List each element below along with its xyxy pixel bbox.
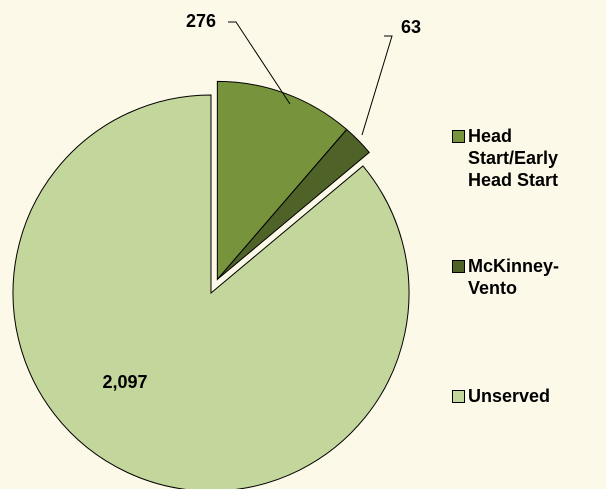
legend-label: Unserved <box>468 386 551 406</box>
legend-item: Unserved <box>452 385 582 407</box>
legend-item: Head Start/Early Head Start <box>452 125 582 191</box>
legend-label: Head Start/Early Head Start <box>468 126 559 190</box>
pie-slice <box>216 80 348 281</box>
leader-line <box>361 35 393 136</box>
legend-item: McKinney-Vento <box>452 255 582 299</box>
data-label: 276 <box>186 11 216 31</box>
legend-swatch <box>452 390 465 403</box>
leader-line <box>228 21 291 105</box>
pie-slice <box>12 94 410 489</box>
legend-label: McKinney-Vento <box>468 256 560 298</box>
data-label: 2,097 <box>102 372 147 392</box>
legend-swatch <box>452 260 465 273</box>
pie-slice <box>216 128 370 280</box>
data-label: 63 <box>401 17 421 37</box>
legend-swatch <box>452 130 465 143</box>
